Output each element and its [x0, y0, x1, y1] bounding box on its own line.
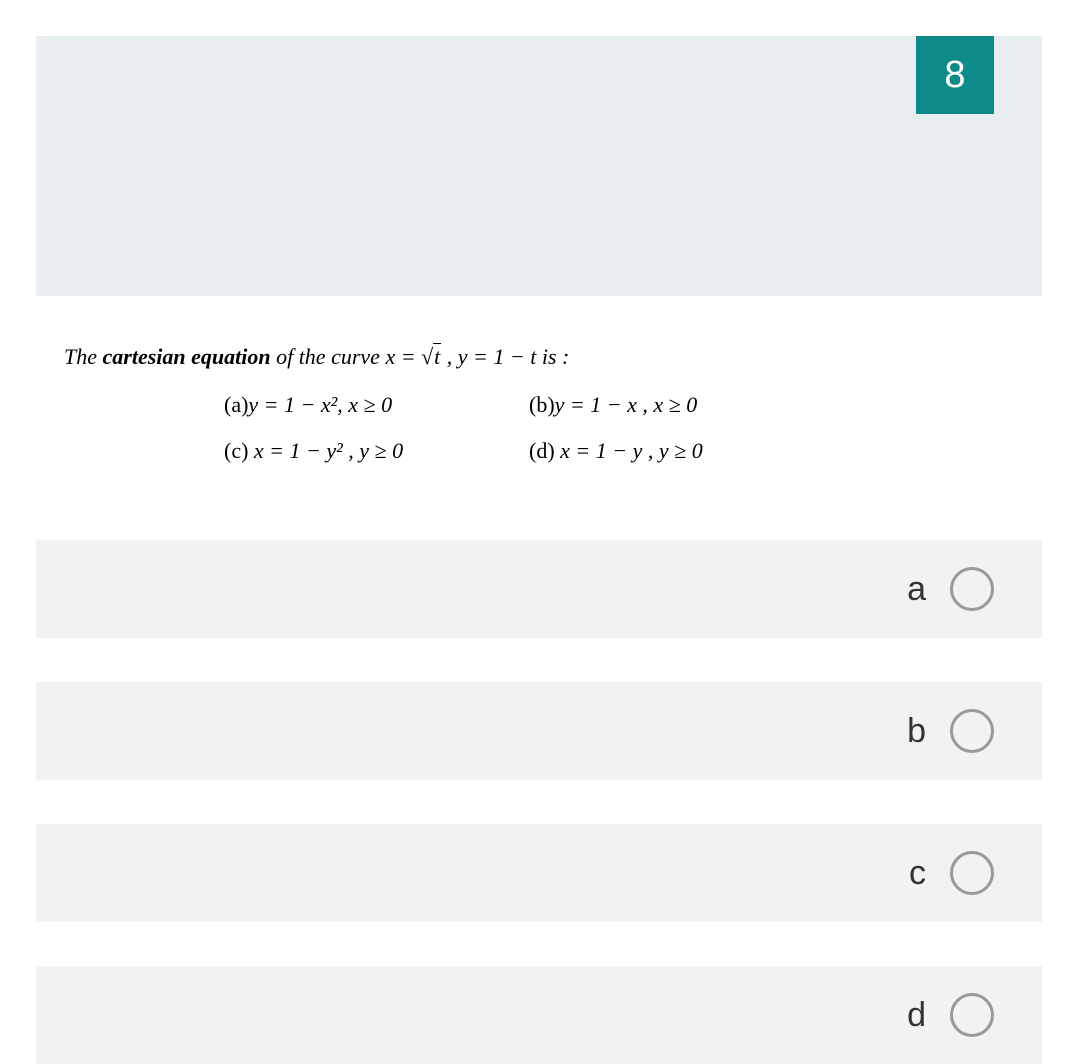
sqrt-icon: t: [421, 344, 441, 370]
answer-label-c: c: [909, 854, 926, 893]
answer-label-d: d: [907, 996, 926, 1035]
stem-mid: of the curve: [271, 344, 386, 369]
question-container: 8 The cartesian equation of the curve x …: [0, 0, 1078, 1064]
stem-math-x: x =: [385, 344, 421, 369]
inline-option-a: (a)y = 1 − x², x ≥ 0: [224, 392, 529, 418]
option-a-label: (a): [224, 392, 248, 417]
radio-b[interactable]: [950, 709, 994, 753]
question-number-badge: 8: [916, 36, 994, 114]
inline-options: (a)y = 1 − x², x ≥ 0 (b)y = 1 − x , x ≥ …: [64, 392, 1014, 464]
stem-suffix: is :: [536, 344, 569, 369]
radio-a[interactable]: [950, 567, 994, 611]
stem-math-y: , y = 1 − t: [441, 344, 536, 369]
answer-row-b[interactable]: b: [36, 682, 1042, 780]
option-b-label: (b): [529, 392, 555, 417]
question-stem: The cartesian equation of the curve x = …: [64, 344, 1014, 370]
option-d-label: (d): [529, 438, 555, 463]
inline-option-d: (d) x = 1 − y , y ≥ 0: [529, 438, 834, 464]
answer-label-a: a: [907, 570, 926, 609]
answer-row-d[interactable]: d: [36, 966, 1042, 1064]
question-content: The cartesian equation of the curve x = …: [36, 296, 1042, 494]
sqrt-arg: t: [433, 343, 441, 369]
question-header: 8: [36, 36, 1042, 296]
stem-bold: cartesian equation: [103, 344, 271, 369]
option-b-math: y = 1 − x , x ≥ 0: [555, 392, 698, 417]
inline-option-b: (b)y = 1 − x , x ≥ 0: [529, 392, 834, 418]
option-c-label: (c): [224, 438, 248, 463]
stem-prefix: The: [64, 344, 103, 369]
radio-d[interactable]: [950, 993, 994, 1037]
radio-c[interactable]: [950, 851, 994, 895]
option-a-math: y = 1 − x², x ≥ 0: [248, 392, 392, 417]
answer-options: a b c d: [36, 540, 1042, 1064]
answer-label-b: b: [907, 712, 926, 751]
question-number: 8: [944, 54, 965, 97]
answer-row-c[interactable]: c: [36, 824, 1042, 922]
option-d-math: x = 1 − y , y ≥ 0: [555, 438, 703, 463]
answer-row-a[interactable]: a: [36, 540, 1042, 638]
inline-option-c: (c) x = 1 − y² , y ≥ 0: [224, 438, 529, 464]
option-c-math: x = 1 − y² , y ≥ 0: [248, 438, 403, 463]
